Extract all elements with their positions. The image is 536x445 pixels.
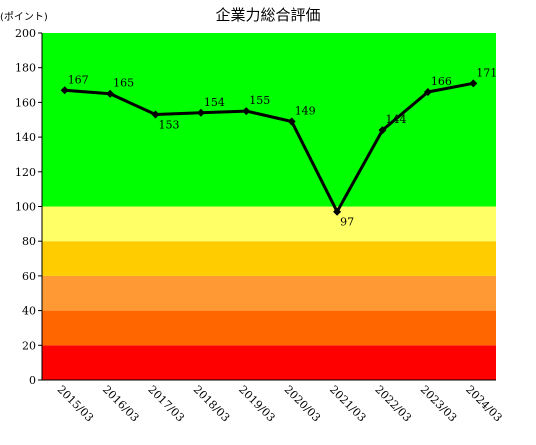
data-label: 144 — [386, 113, 407, 126]
data-point — [242, 107, 251, 116]
y-tick-label: 140 — [15, 131, 36, 144]
y-tick-labels: 0 20 40 60 80 100 120 140 160 180 200 — [15, 27, 42, 387]
x-tick-label: 2015/03 — [55, 383, 97, 425]
y-tick-label: 160 — [15, 96, 36, 109]
x-tick-label: 2020/03 — [282, 383, 324, 425]
data-label: 166 — [431, 75, 452, 88]
data-point — [423, 87, 432, 96]
data-label: 154 — [204, 96, 225, 109]
data-point — [333, 207, 342, 216]
x-tick-label: 2023/03 — [418, 383, 460, 425]
data-point — [378, 126, 387, 135]
x-tick-label: 2024/03 — [463, 383, 505, 425]
data-point — [60, 86, 69, 95]
data-point — [106, 89, 115, 98]
data-point — [469, 79, 478, 88]
x-tick-label: 2019/03 — [236, 383, 278, 425]
x-tick-label: 2016/03 — [100, 383, 142, 425]
y-unit-label: (ポイント) — [0, 11, 48, 23]
x-tick-label: 2018/03 — [191, 383, 233, 425]
chart-title: 企業力総合評価 — [215, 6, 320, 24]
band-5 — [42, 33, 496, 207]
x-tick-label: 2017/03 — [145, 383, 187, 425]
background-bands — [42, 33, 496, 380]
y-tick-label: 0 — [29, 374, 36, 387]
data-point — [151, 110, 160, 119]
x-tick-label: 2021/03 — [327, 383, 369, 425]
band-3 — [42, 241, 496, 276]
data-point — [287, 117, 296, 126]
x-tick-labels: 2015/03 2016/03 2017/03 2018/03 2019/03 2020/… — [55, 383, 505, 425]
data-label: 167 — [68, 73, 89, 86]
y-tick-label: 180 — [15, 62, 36, 75]
data-point — [196, 108, 205, 117]
data-label: 155 — [249, 94, 270, 107]
x-tick-label: 2022/03 — [372, 383, 414, 425]
y-tick-label: 200 — [15, 27, 36, 40]
data-labels: 167 165 153 154 155 149 97 144 166 171 — [68, 66, 498, 228]
y-tick-label: 40 — [22, 305, 36, 318]
series-line-0 — [64, 81, 474, 214]
series — [60, 79, 478, 216]
y-tick-label: 80 — [22, 235, 36, 248]
y-tick-label: 60 — [22, 270, 36, 283]
data-label: 153 — [159, 119, 180, 132]
data-label: 165 — [113, 77, 134, 90]
band-0 — [42, 345, 496, 380]
band-2 — [42, 275, 496, 311]
data-label: 97 — [340, 216, 354, 229]
y-tick-label: 20 — [22, 339, 36, 352]
data-label: 171 — [476, 66, 497, 79]
y-tick-label: 120 — [15, 166, 36, 179]
band-4 — [42, 206, 496, 242]
data-label: 149 — [295, 104, 316, 117]
band-1 — [42, 310, 496, 346]
y-tick-label: 100 — [15, 201, 36, 214]
